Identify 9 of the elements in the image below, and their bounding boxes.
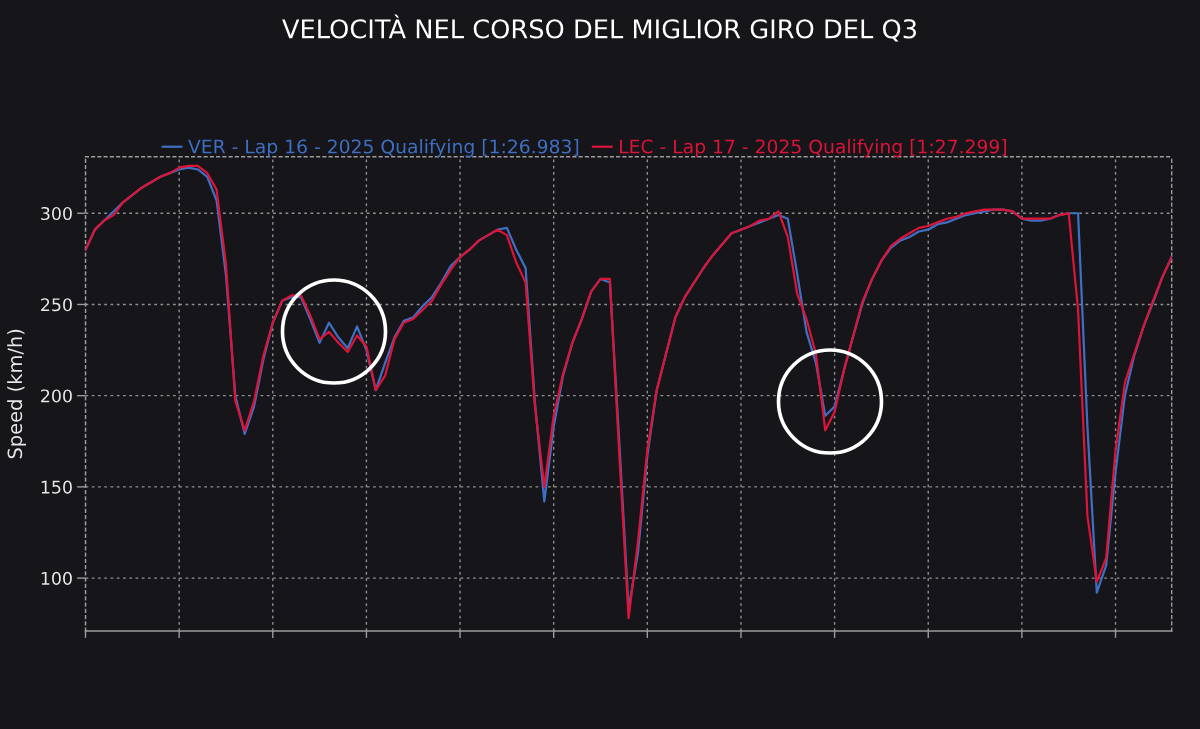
legend-label: LEC - Lap 17 - 2025 Qualifying [1:27.299] bbox=[620, 139, 1007, 158]
y-tick-label: 100 bbox=[41, 571, 72, 585]
chart-title: VELOCITÀ NEL CORSO DEL MIGLIOR GIRO DEL Q3 bbox=[282, 14, 917, 42]
y-tick-label: 200 bbox=[41, 389, 72, 403]
y-axis-title: Speed (km/h) bbox=[7, 329, 26, 459]
y-tick-label: 150 bbox=[41, 480, 72, 494]
y-tick-label: 250 bbox=[41, 298, 72, 312]
legend-label: VER - Lap 16 - 2025 Qualifying [1:26.983] bbox=[188, 139, 579, 158]
y-tick-label: 300 bbox=[41, 206, 72, 221]
